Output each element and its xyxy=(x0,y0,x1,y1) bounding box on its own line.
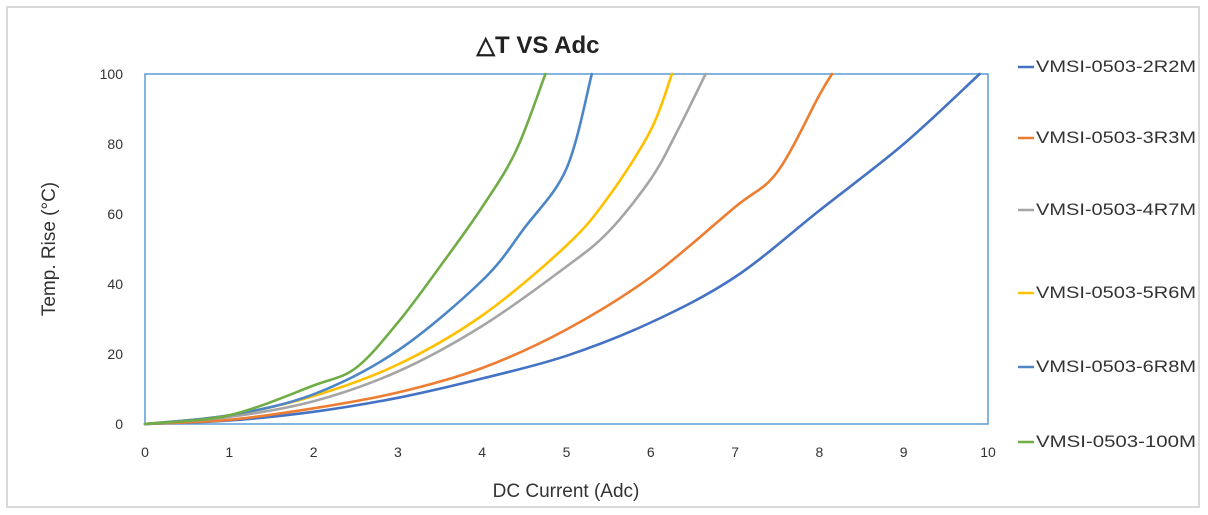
plot-area xyxy=(144,73,989,425)
y-axis-label: Temp. Rise (°C) xyxy=(39,182,60,316)
y-tick-label: 80 xyxy=(107,136,123,152)
series-line-vmsi-0503-2r2m xyxy=(143,72,981,426)
x-axis-ticks: 0 1 2 3 4 5 6 7 8 9 10 xyxy=(141,444,996,460)
x-tick-label: 4 xyxy=(478,444,486,460)
y-tick-label: 60 xyxy=(107,206,123,222)
x-tick-label: 6 xyxy=(647,444,655,460)
x-tick-label: 10 xyxy=(980,444,996,460)
legend-label: VMSI-0503-100M xyxy=(1036,432,1196,451)
x-axis-label: DC Current (Adc) xyxy=(493,481,640,502)
series-line-vmsi-0503-5r6m xyxy=(143,72,674,426)
x-tick-label: 8 xyxy=(816,444,824,460)
x-tick-label: 1 xyxy=(225,444,233,460)
y-tick-label: 0 xyxy=(115,416,123,432)
y-tick-label: 40 xyxy=(107,276,123,292)
legend-label: VMSI-0503-3R3M xyxy=(1036,128,1196,147)
series-line-vmsi-0503-100m xyxy=(143,72,547,426)
y-tick-label: 20 xyxy=(107,346,123,362)
legend-label: VMSI-0503-2R2M xyxy=(1036,57,1196,76)
y-tick-label: 100 xyxy=(100,66,124,82)
x-tick-label: 5 xyxy=(563,444,571,460)
series-lines xyxy=(143,72,981,426)
x-tick-label: 2 xyxy=(310,444,318,460)
series-line-vmsi-0503-3r3m xyxy=(143,72,834,426)
legend: VMSI-0503-2R2M VMSI-0503-3R3M VMSI-0503-4R… xyxy=(1018,57,1196,451)
x-tick-label: 0 xyxy=(141,444,149,460)
legend-label: VMSI-0503-4R7M xyxy=(1036,200,1196,219)
x-tick-label: 9 xyxy=(900,444,908,460)
x-tick-label: 7 xyxy=(731,444,739,460)
series-line-vmsi-0503-4r7m xyxy=(143,72,707,426)
x-tick-label: 3 xyxy=(394,444,402,460)
legend-label: VMSI-0503-5R6M xyxy=(1036,283,1196,302)
y-axis-ticks: 0 20 40 60 80 100 xyxy=(100,66,124,432)
legend-label: VMSI-0503-6R8M xyxy=(1036,357,1196,376)
chart-title: △T VS Adc xyxy=(476,32,600,59)
